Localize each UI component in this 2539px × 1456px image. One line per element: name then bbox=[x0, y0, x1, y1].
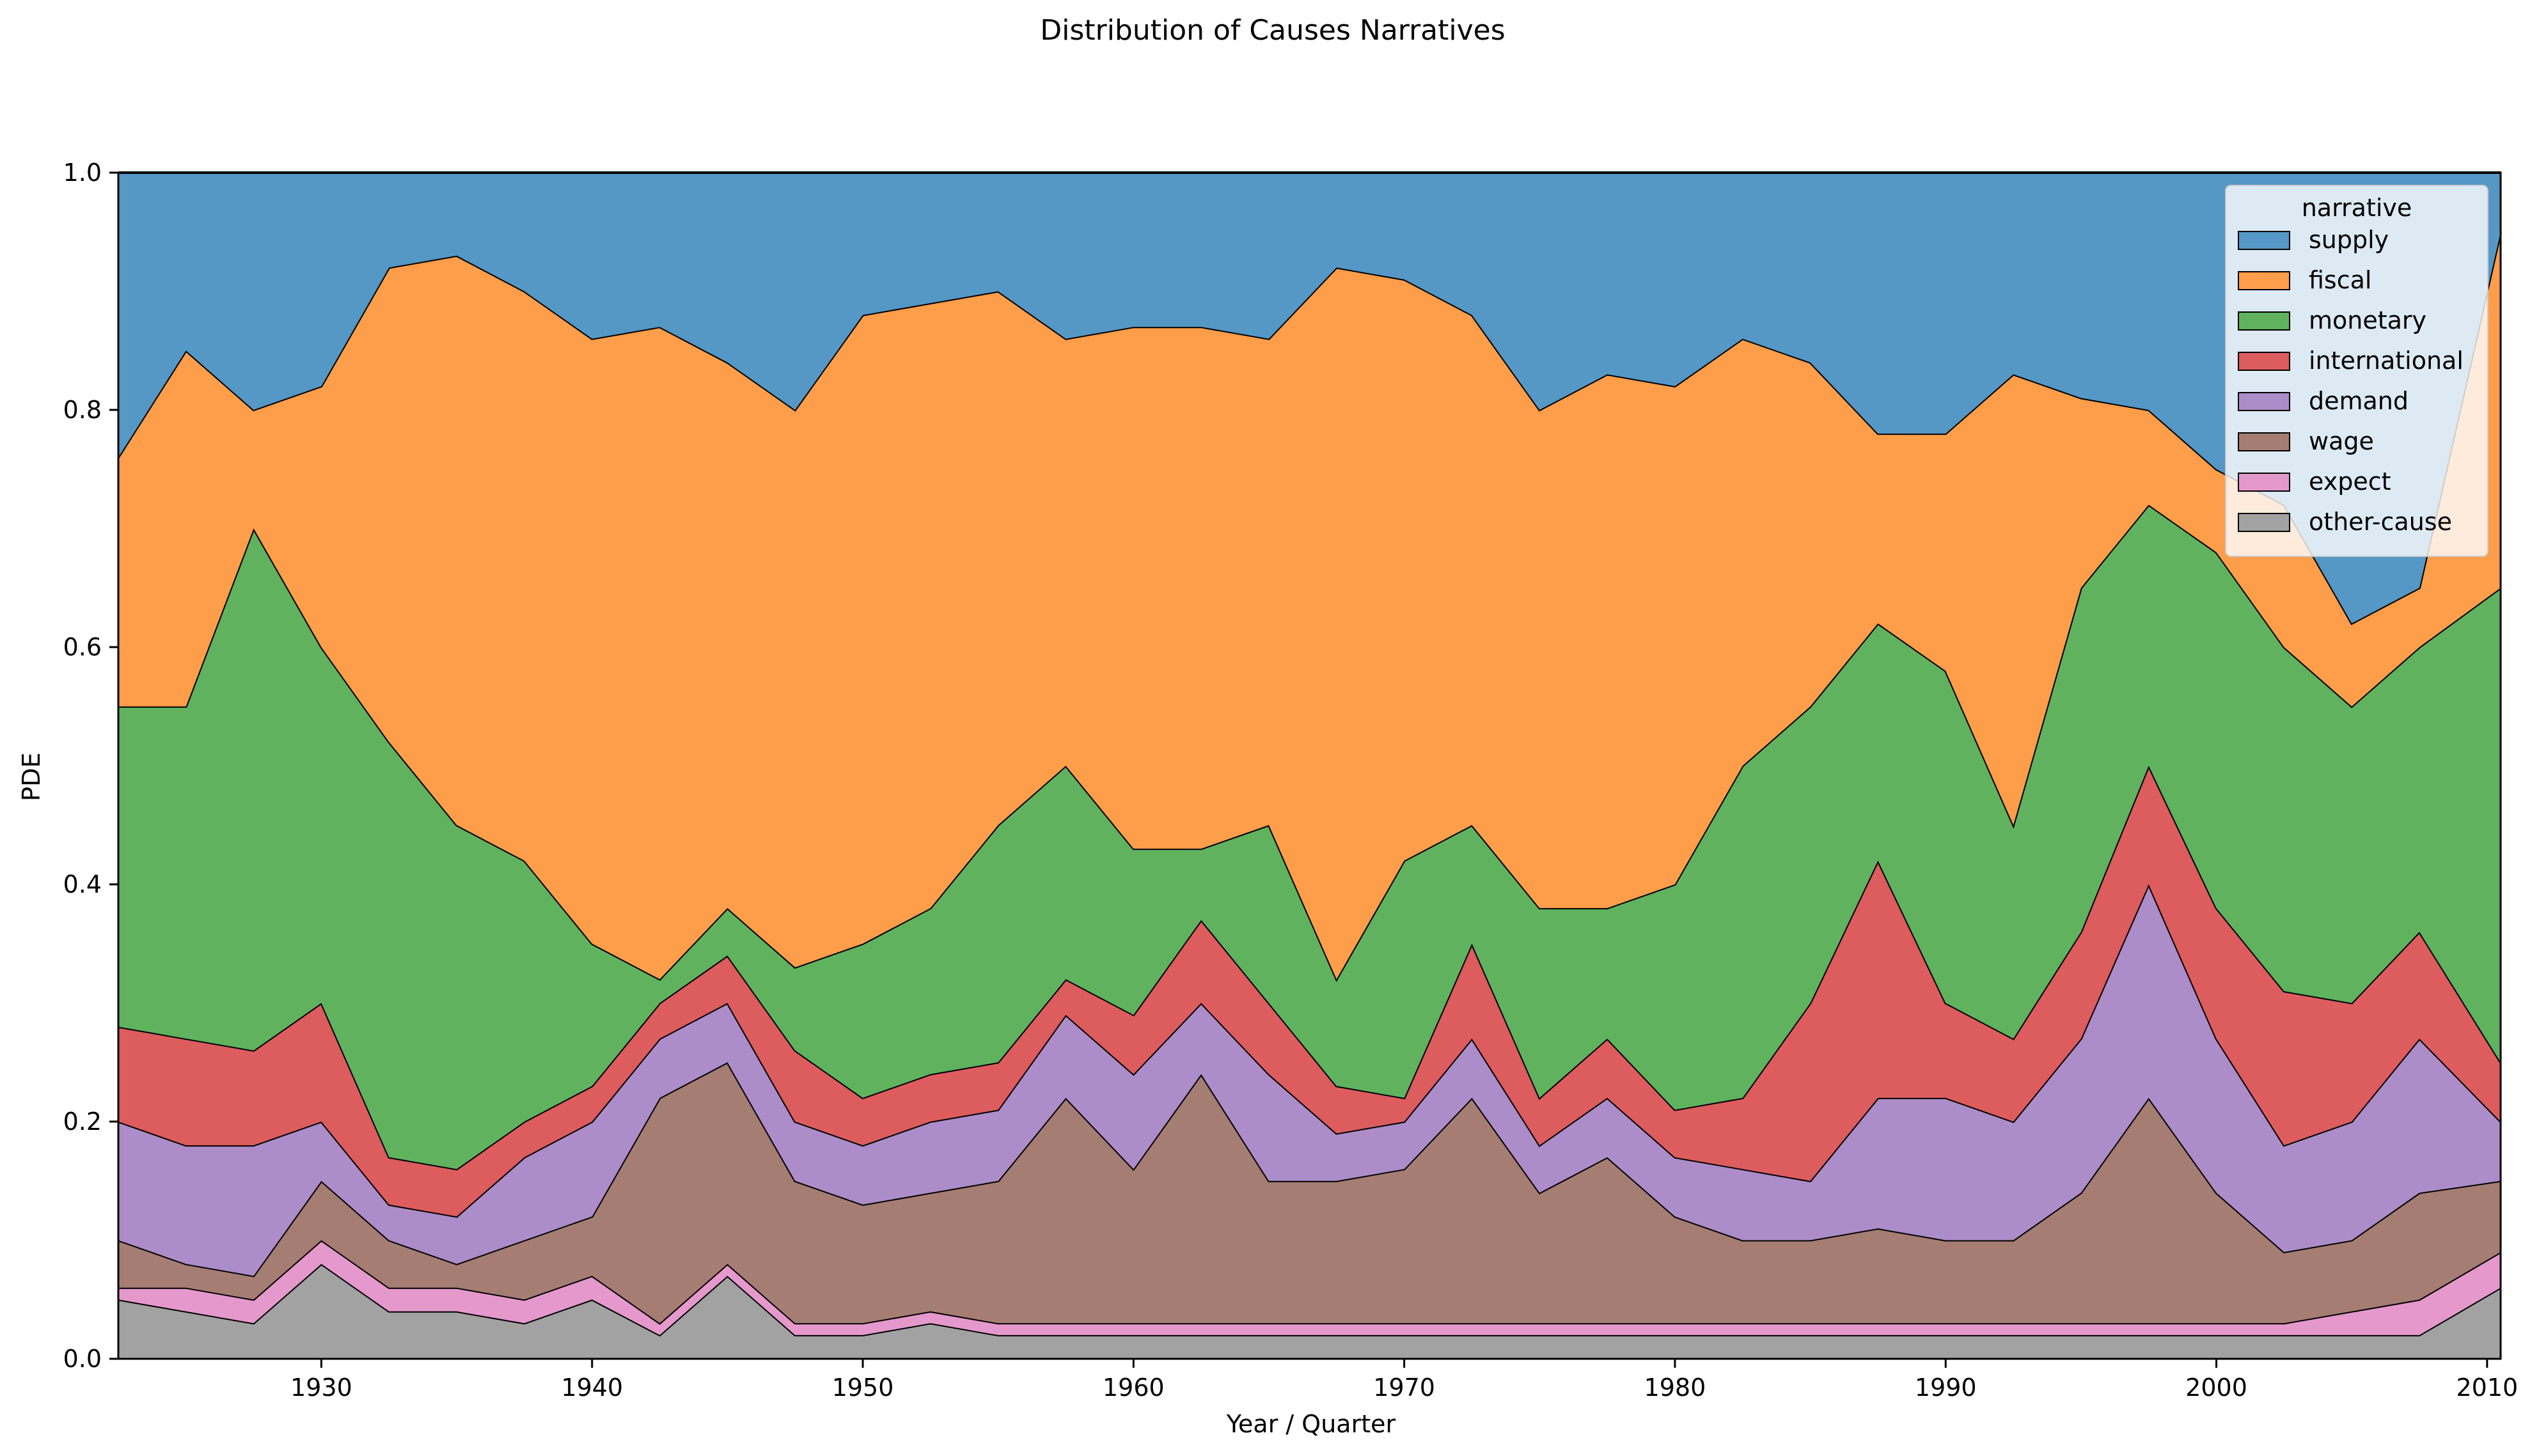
legend-swatch-expect bbox=[2238, 473, 2290, 492]
legend-label-supply: supply bbox=[2309, 226, 2389, 254]
plot-frame bbox=[117, 171, 2502, 1360]
legend-label-demand: demand bbox=[2309, 387, 2409, 415]
chart-title: Distribution of Causes Narratives bbox=[1040, 14, 1505, 47]
area-wage bbox=[118, 1062, 2501, 1324]
y-tick-label: 0.4 bbox=[63, 870, 102, 898]
legend-label-international: international bbox=[2309, 347, 2464, 375]
y-tick-label: 0.6 bbox=[63, 633, 102, 661]
area-expect bbox=[118, 1240, 2501, 1335]
x-tick-label: 1970 bbox=[1373, 1374, 1435, 1402]
x-tick-label: 1960 bbox=[1103, 1374, 1165, 1402]
legend-title: narrative bbox=[2302, 194, 2412, 222]
y-tick-label: 1.0 bbox=[63, 159, 102, 187]
y-tick-label: 0.2 bbox=[63, 1108, 102, 1136]
x-tick-label: 1940 bbox=[561, 1374, 623, 1402]
plot-area bbox=[117, 171, 2502, 1359]
area-supply bbox=[118, 173, 2501, 623]
y-tick-label: 0.0 bbox=[63, 1345, 102, 1373]
legend-label-other-cause: other-cause bbox=[2309, 508, 2452, 536]
legend-swatch-supply bbox=[2238, 231, 2290, 250]
area-monetary bbox=[118, 505, 2501, 1170]
x-tick-label: 1950 bbox=[832, 1374, 894, 1402]
axes: 1930 1940 1950 1960 1970 1980 1990 2000 2010 0.0 0… bbox=[63, 159, 2519, 1402]
legend-swatch-international bbox=[2238, 352, 2290, 371]
legend-label-expect: expect bbox=[2309, 467, 2391, 496]
legend-swatch-other-cause bbox=[2238, 513, 2290, 532]
legend-swatch-wage bbox=[2238, 432, 2290, 451]
x-axis-label: Year / Quarter bbox=[1226, 1410, 1396, 1438]
area-fiscal bbox=[118, 231, 2501, 980]
legend: narrative supply fiscal monetary internation… bbox=[2225, 185, 2488, 557]
x-tick-label: 2000 bbox=[2185, 1374, 2247, 1402]
x-tick-label: 1980 bbox=[1644, 1374, 1706, 1402]
legend-label-wage: wage bbox=[2309, 427, 2374, 455]
x-tick-label: 1930 bbox=[290, 1374, 352, 1402]
legend-label-monetary: monetary bbox=[2309, 306, 2426, 334]
y-tick-label: 0.8 bbox=[63, 396, 102, 424]
legend-swatch-demand bbox=[2238, 392, 2290, 411]
legend-label-fiscal: fiscal bbox=[2309, 266, 2371, 294]
x-tick-label: 2010 bbox=[2456, 1374, 2518, 1402]
legend-swatch-fiscal bbox=[2238, 271, 2290, 290]
legend-swatch-monetary bbox=[2238, 311, 2290, 331]
legend-box bbox=[2225, 185, 2488, 557]
y-axis-label: PDE bbox=[17, 753, 45, 801]
x-tick-label: 1990 bbox=[1915, 1374, 1977, 1402]
area-demand bbox=[118, 884, 2501, 1276]
